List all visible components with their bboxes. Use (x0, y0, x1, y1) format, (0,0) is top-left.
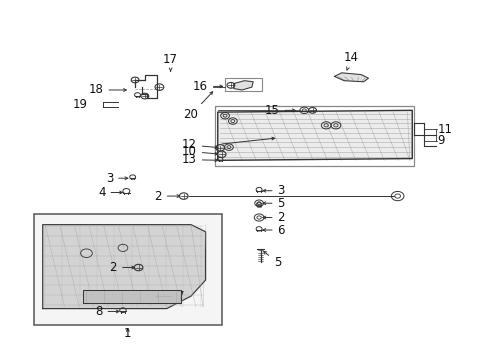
Bar (34, 214, 221, 325)
Text: 9: 9 (437, 134, 444, 147)
Text: 12: 12 (182, 139, 217, 152)
Text: 3: 3 (105, 172, 127, 185)
Bar (215, 106, 413, 166)
Text: 14: 14 (343, 51, 358, 70)
Polygon shape (334, 73, 368, 82)
Text: 10: 10 (182, 145, 217, 158)
Text: 13: 13 (182, 153, 217, 166)
Text: 6: 6 (263, 224, 285, 237)
Text: 7: 7 (156, 290, 184, 303)
Text: 2: 2 (109, 261, 134, 274)
Text: 15: 15 (264, 104, 294, 117)
Bar (224, 78, 261, 91)
Text: 11: 11 (437, 123, 451, 136)
Text: 18: 18 (88, 84, 126, 96)
Text: 5: 5 (263, 197, 285, 210)
Polygon shape (42, 225, 205, 309)
Polygon shape (233, 81, 253, 90)
Text: 20: 20 (183, 92, 212, 121)
Text: 16: 16 (193, 80, 222, 93)
Text: 5: 5 (263, 251, 281, 269)
Text: 2: 2 (154, 190, 180, 203)
Text: 3: 3 (263, 184, 285, 197)
Text: 4: 4 (98, 186, 122, 199)
Text: 17: 17 (163, 53, 178, 71)
Polygon shape (217, 111, 411, 160)
Text: 8: 8 (95, 305, 119, 318)
Text: 1: 1 (124, 327, 131, 340)
Text: 19: 19 (73, 98, 88, 111)
Text: 2: 2 (263, 211, 285, 224)
Polygon shape (83, 290, 181, 303)
